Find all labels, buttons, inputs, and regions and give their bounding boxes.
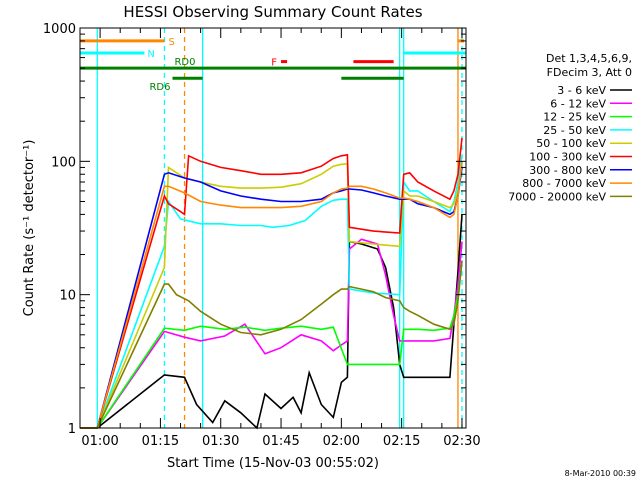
legend-label-12-25-kev: 12 - 25 keV	[543, 111, 606, 124]
x-tick-label-02-00: 02:00	[323, 434, 360, 449]
x-tick-label-01-00: 01:00	[81, 434, 118, 449]
legend-label-100-300-kev: 100 - 300 keV	[529, 151, 606, 164]
x-tick-label-01-15: 01:15	[142, 434, 179, 449]
y-axis-label: Count Rate (s⁻¹ detector⁻¹)	[22, 140, 37, 317]
y-tick-label-100: 100	[51, 155, 76, 170]
y-tick-label-1000: 1000	[43, 22, 76, 37]
chart-title: HESSI Observing Summary Count Rates	[123, 3, 422, 21]
legend-label-7000-20000-kev: 7000 - 20000 keV	[508, 190, 606, 203]
series-line-12-25-kev	[80, 260, 463, 429]
flag-bars: S N F RD0 RD6	[80, 37, 466, 93]
x-tick-label-01-45: 01:45	[262, 434, 299, 449]
x-tick-label-02-15: 02:15	[383, 434, 420, 449]
legend-label-6-12-kev: 6 - 12 keV	[550, 97, 606, 110]
legend-header-line-1: Det 1,3,4,5,6,9,	[546, 52, 632, 65]
plot-frame	[79, 27, 467, 429]
legend: Det 1,3,4,5,6,9, FDecim 3, Att 0 3 - 6 k…	[508, 52, 632, 203]
flag-label-rd6: RD6	[149, 82, 170, 93]
legend-header-line-2: FDecim 3, Att 0	[547, 66, 632, 79]
x-tick-label-01-30: 01:30	[202, 434, 239, 449]
series-line-3-6-kev	[80, 214, 463, 430]
flag-label-rd0: RD0	[174, 57, 195, 68]
legend-label-300-800-kev: 300 - 800 keV	[529, 164, 606, 177]
footer-timestamp: 8-Mar-2010 00:39	[565, 469, 636, 478]
legend-label-3-6-kev: 3 - 6 keV	[557, 84, 606, 97]
legend-label-800-7000-kev: 800 - 7000 keV	[522, 177, 606, 190]
series-lines	[80, 137, 463, 430]
flag-label-n: N	[147, 49, 154, 60]
y-axis-ticks: 1 10 100 1000	[43, 22, 466, 437]
y-tick-label-1: 1	[68, 422, 76, 437]
series-line-7000-20000-kev	[80, 260, 463, 429]
legend-label-50-100-kev: 50 - 100 keV	[536, 137, 606, 150]
legend-label-25-50-kev: 25 - 50 keV	[543, 124, 606, 137]
flag-label-f: F	[271, 58, 277, 69]
series-line-6-12-kev	[80, 238, 463, 429]
series-line-50-100-kev	[80, 161, 463, 429]
y-tick-label-10: 10	[59, 289, 76, 304]
series-line-300-800-kev	[80, 167, 463, 429]
series-line-800-7000-kev	[80, 161, 463, 429]
series-line-25-50-kev	[80, 155, 463, 429]
x-axis-ticks: 01:00 01:15 01:30 01:45 02:00 02:15 02:30	[81, 28, 481, 449]
x-tick-label-02-30: 02:30	[443, 434, 480, 449]
x-axis-label: Start Time (15-Nov-03 00:55:02)	[167, 456, 379, 471]
series-line-100-300-kev	[80, 137, 463, 429]
flag-label-s: S	[168, 37, 174, 48]
